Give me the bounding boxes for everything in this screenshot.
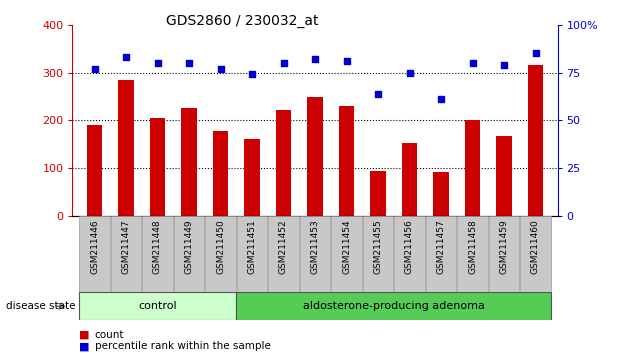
Text: GSM211449: GSM211449: [185, 219, 193, 274]
Point: [278, 60, 289, 66]
Point: [530, 51, 541, 56]
FancyBboxPatch shape: [520, 216, 551, 292]
FancyBboxPatch shape: [426, 216, 456, 292]
Text: ■: ■: [79, 341, 89, 351]
Text: GSM211456: GSM211456: [405, 219, 414, 274]
FancyBboxPatch shape: [489, 216, 519, 292]
Point: [215, 66, 226, 72]
FancyBboxPatch shape: [300, 216, 330, 292]
Bar: [87, 125, 102, 216]
Bar: [244, 138, 260, 216]
Text: count: count: [94, 330, 124, 339]
FancyBboxPatch shape: [237, 216, 267, 292]
FancyBboxPatch shape: [205, 216, 236, 292]
FancyBboxPatch shape: [236, 292, 551, 320]
Bar: [307, 97, 323, 216]
Bar: [213, 131, 228, 216]
Bar: [402, 143, 417, 216]
Point: [499, 62, 509, 68]
Bar: [339, 106, 354, 216]
Text: ■: ■: [79, 330, 89, 339]
Bar: [181, 108, 197, 216]
FancyBboxPatch shape: [174, 216, 204, 292]
Point: [184, 60, 194, 66]
Bar: [465, 120, 480, 216]
Text: disease state: disease state: [6, 301, 76, 311]
FancyBboxPatch shape: [363, 216, 393, 292]
FancyBboxPatch shape: [331, 216, 362, 292]
Text: GSM211454: GSM211454: [342, 219, 351, 274]
Text: GSM211450: GSM211450: [216, 219, 225, 274]
Text: control: control: [138, 301, 177, 311]
Text: GSM211448: GSM211448: [153, 219, 162, 274]
Bar: [276, 110, 291, 216]
Text: GSM211458: GSM211458: [468, 219, 477, 274]
Point: [404, 70, 415, 75]
Text: GSM211451: GSM211451: [248, 219, 256, 274]
Text: GSM211452: GSM211452: [279, 219, 288, 274]
Text: GDS2860 / 230032_at: GDS2860 / 230032_at: [166, 14, 319, 28]
Point: [121, 55, 131, 60]
Bar: [370, 171, 386, 216]
FancyBboxPatch shape: [111, 216, 141, 292]
FancyBboxPatch shape: [79, 216, 110, 292]
FancyBboxPatch shape: [394, 216, 425, 292]
Text: GSM211455: GSM211455: [374, 219, 382, 274]
Bar: [118, 80, 134, 216]
Text: GSM211457: GSM211457: [437, 219, 445, 274]
Text: GSM211447: GSM211447: [122, 219, 130, 274]
Bar: [150, 118, 165, 216]
Text: percentile rank within the sample: percentile rank within the sample: [94, 341, 270, 351]
Bar: [528, 65, 543, 216]
FancyBboxPatch shape: [268, 216, 299, 292]
Text: GSM211460: GSM211460: [531, 219, 540, 274]
Point: [341, 58, 352, 64]
Text: GSM211446: GSM211446: [90, 219, 99, 274]
Point: [373, 91, 383, 96]
Text: GSM211453: GSM211453: [311, 219, 319, 274]
Text: aldosterone-producing adenoma: aldosterone-producing adenoma: [303, 301, 484, 311]
Text: GSM211459: GSM211459: [500, 219, 508, 274]
Point: [89, 66, 100, 72]
Point: [247, 72, 257, 77]
Point: [152, 60, 163, 66]
Point: [436, 97, 446, 102]
Bar: [433, 172, 449, 216]
Point: [467, 60, 478, 66]
FancyBboxPatch shape: [457, 216, 488, 292]
FancyBboxPatch shape: [79, 292, 236, 320]
Bar: [496, 136, 512, 216]
FancyBboxPatch shape: [142, 216, 173, 292]
Point: [310, 56, 320, 62]
